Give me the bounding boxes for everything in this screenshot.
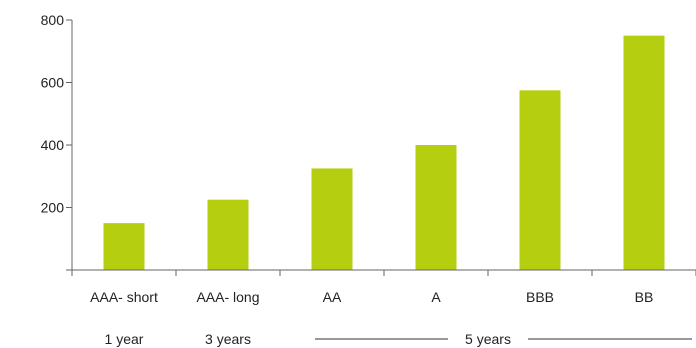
x-axis: AAA- short AAA- long AA A BBB BB [66, 269, 696, 305]
x-tick-label: AA [323, 289, 342, 305]
x-tick-label: BB [635, 289, 654, 305]
y-tick-label: 200 [41, 200, 65, 216]
category-groups: 1 year 3 years 5 years [105, 331, 692, 347]
x-tick-label: AAA- short [90, 289, 158, 305]
group-label: 3 years [205, 331, 251, 347]
x-tick-label: BBB [526, 289, 554, 305]
group-label: 1 year [105, 331, 144, 347]
bars [103, 35, 665, 270]
x-tick-label: A [431, 289, 441, 305]
bar [103, 223, 145, 270]
x-tick-label: AAA- long [196, 289, 259, 305]
y-axis: 200 400 600 800 [41, 12, 73, 270]
y-tick-label: 600 [41, 75, 65, 91]
group-label: 5 years [465, 331, 511, 347]
bar [623, 35, 665, 270]
bar [311, 168, 353, 270]
bar [519, 90, 561, 270]
y-tick-label: 800 [41, 12, 65, 28]
y-tick-label: 400 [41, 137, 65, 153]
bar [415, 145, 457, 270]
bar [207, 199, 249, 270]
